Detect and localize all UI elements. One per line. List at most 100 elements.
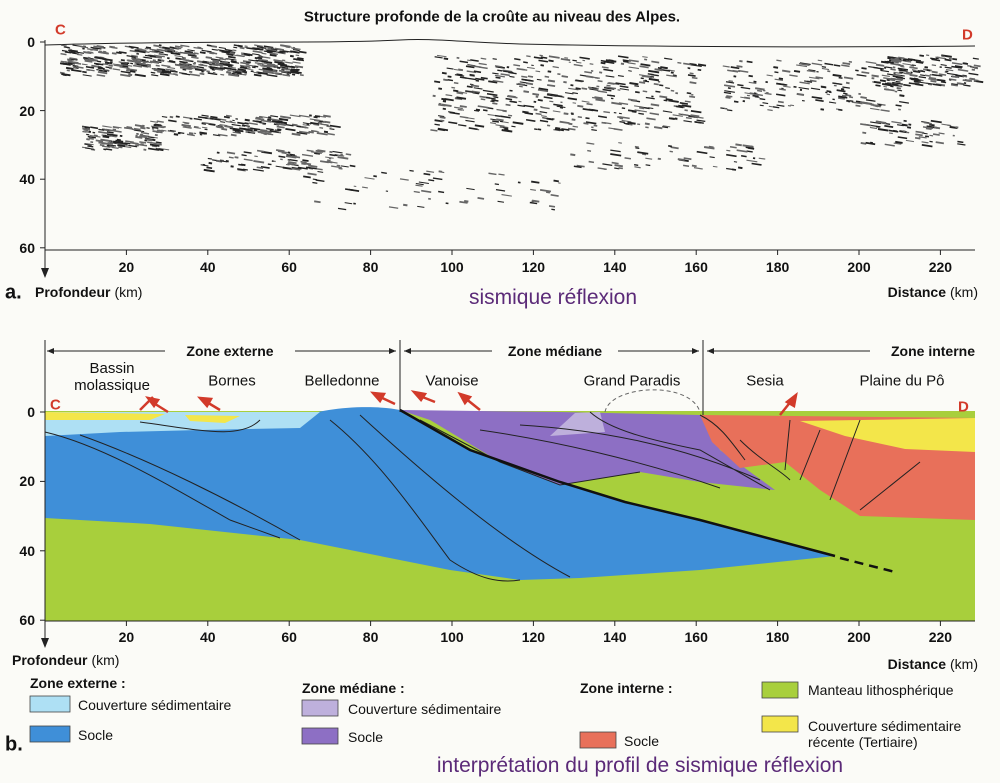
reflector [288, 161, 297, 165]
reflector [102, 125, 112, 128]
reflector [940, 64, 947, 67]
reflector [289, 153, 296, 156]
reflector [228, 73, 239, 77]
reflector [903, 72, 912, 76]
reflector [193, 125, 199, 129]
reflector [254, 62, 264, 65]
reflector [332, 150, 343, 154]
reflector [619, 116, 624, 120]
reflector [468, 127, 478, 131]
reflector [555, 127, 561, 130]
reflector [923, 121, 932, 125]
reflector [962, 74, 967, 77]
reflector [653, 82, 659, 86]
reflector [129, 49, 139, 53]
reflector [148, 147, 160, 151]
reflector [746, 60, 753, 64]
reflector [210, 117, 221, 121]
distance-tick-label: 220 [928, 628, 953, 645]
reflector [263, 45, 274, 49]
reflector [131, 57, 143, 62]
reflector [799, 62, 811, 66]
reflector [475, 77, 485, 81]
reflector [553, 179, 559, 183]
reflector [63, 46, 70, 49]
reflector [629, 81, 639, 86]
reflector [502, 127, 509, 129]
reflector [726, 149, 731, 152]
reflector [280, 50, 286, 53]
reflector [968, 78, 979, 81]
reflector [907, 58, 915, 61]
reflector [470, 59, 479, 62]
fault [44, 411, 921, 582]
reflector [220, 73, 225, 76]
reflector [861, 71, 870, 75]
reflector [139, 135, 148, 139]
reflector [767, 109, 773, 112]
reflector [525, 119, 536, 122]
reflector [289, 159, 298, 162]
reflector [232, 49, 237, 52]
reflector [897, 67, 909, 71]
reflector [259, 122, 267, 125]
reflector [553, 103, 563, 107]
reflector [458, 124, 467, 127]
distance-tick-label: 80 [362, 628, 379, 645]
reflector [778, 77, 784, 81]
reflector [149, 50, 158, 54]
reflector [928, 76, 937, 80]
reflector [627, 121, 636, 125]
reflector [201, 49, 212, 53]
reflector [628, 59, 639, 63]
reflector [755, 87, 765, 91]
reflector [608, 127, 615, 130]
reflector [838, 76, 843, 79]
reflector [205, 56, 212, 60]
reflector [453, 81, 459, 85]
reflector [895, 140, 903, 144]
reflector [307, 172, 317, 176]
reflector [466, 187, 475, 191]
reflector [256, 45, 264, 49]
reflector [436, 54, 447, 58]
reflector [134, 49, 145, 53]
reflector [956, 82, 962, 85]
reflector [312, 181, 318, 184]
reflector [486, 96, 496, 100]
reflector [821, 66, 827, 68]
reflector [598, 115, 607, 119]
reflector [61, 73, 71, 77]
reflector [202, 68, 207, 71]
distance-tick-label: 60 [281, 628, 297, 645]
reflector [924, 135, 930, 138]
reflector [725, 96, 731, 99]
place-label: Bassin molassique [74, 359, 150, 394]
reflector [811, 96, 823, 100]
reflector [212, 134, 221, 137]
reflector [95, 63, 100, 66]
reflector [60, 52, 67, 56]
axis-unit: (km) [950, 283, 978, 300]
reflector [337, 207, 347, 211]
section-end: C [55, 21, 66, 39]
reflector [153, 44, 160, 48]
reflector [314, 200, 321, 204]
reflector [871, 74, 879, 78]
reflector [634, 145, 639, 148]
reflector [434, 80, 441, 84]
legend-item: Socle [348, 728, 384, 745]
reflector [841, 94, 847, 97]
reflector [277, 63, 288, 67]
reflector [637, 151, 649, 155]
reflector [908, 82, 920, 86]
reflector [650, 103, 660, 107]
reflector [870, 121, 882, 125]
reflector [253, 73, 262, 77]
reflector [314, 115, 320, 118]
reflector [82, 74, 92, 77]
reflector [946, 72, 958, 76]
reflector [441, 71, 447, 75]
reflector [458, 68, 464, 72]
reflector [619, 120, 625, 124]
